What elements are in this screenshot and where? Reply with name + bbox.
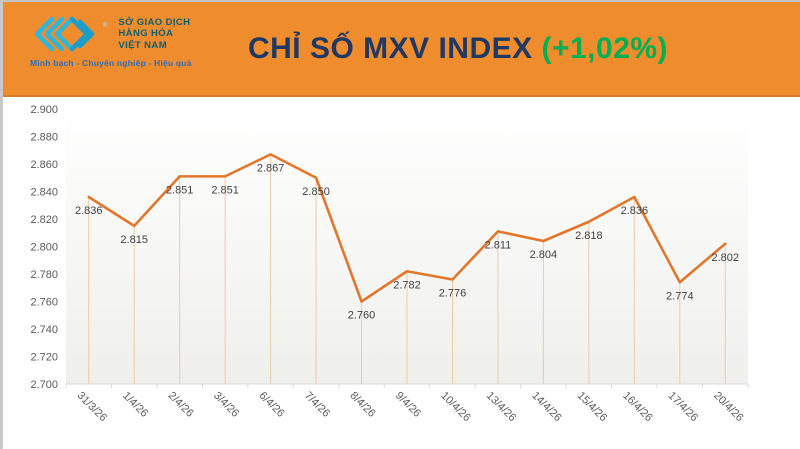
data-point-label: 2.804: [530, 249, 558, 261]
data-point-label: 2.802: [712, 252, 740, 264]
y-axis-label: 2.820: [30, 214, 58, 226]
logo-org-line: VIỆT NAM: [118, 39, 168, 51]
y-axis-label: 2.900: [30, 104, 58, 116]
left-edge-divider: [0, 0, 3, 449]
x-axis-label: 3/4/26: [211, 390, 241, 420]
index-line: [87, 153, 727, 303]
mxv-logo-mark-icon: [34, 16, 95, 52]
y-axis-label: 2.760: [30, 297, 58, 309]
y-axis-label: 2.740: [30, 324, 58, 336]
x-axis-label: 9/4/26: [393, 390, 423, 420]
data-point-label: 2.851: [211, 184, 239, 196]
data-point-label: 2.867: [257, 162, 285, 174]
x-axis-label: 20/4/26: [711, 390, 745, 424]
x-axis-label: 7/4/26: [302, 390, 332, 420]
logo-org-line: HÀNG HÓA: [118, 28, 174, 40]
data-point-label: 2.818: [575, 230, 603, 242]
data-point-label: 2.836: [621, 205, 649, 217]
x-axis-label: 6/4/26: [256, 390, 286, 420]
page-title-change-pct: (+1,02%): [541, 31, 669, 65]
x-axis-label: 13/4/26: [484, 390, 518, 424]
data-point-label: 2.850: [302, 186, 330, 198]
x-axis-label: 2/4/26: [166, 390, 196, 420]
mxv-logo: ® SỞ GIAO DỊCH HÀNG HÓA VIỆT NAM Minh bạ…: [30, 14, 260, 86]
y-axis-label: 2.700: [30, 379, 58, 391]
data-point-label: 2.811: [485, 239, 512, 251]
data-point-label: 2.836: [75, 205, 103, 217]
x-axis-label: 10/4/26: [438, 390, 472, 424]
x-axis-label: 16/4/26: [620, 390, 654, 424]
y-axis-label: 2.840: [30, 187, 58, 199]
x-axis-label: 14/4/26: [529, 390, 563, 424]
y-axis-label: 2.780: [30, 269, 58, 281]
y-axis-label: 2.720: [30, 352, 58, 364]
logo-org-name: SỞ GIAO DỊCH HÀNG HÓA VIỆT NAM: [118, 17, 190, 51]
x-axis-label: 1/4/26: [120, 390, 150, 420]
data-point-label: 2.774: [666, 290, 694, 302]
data-point-label: 2.782: [393, 279, 421, 291]
data-point-label: 2.760: [348, 310, 376, 322]
x-axis-label: 17/4/26: [666, 390, 700, 424]
data-point-label: 2.815: [120, 234, 148, 246]
y-axis-label: 2.860: [30, 159, 58, 171]
header-banner: ® SỞ GIAO DỊCH HÀNG HÓA VIỆT NAM Minh bạ…: [3, 2, 800, 97]
x-axis-label: 8/4/26: [347, 390, 377, 420]
registered-mark: ®: [103, 23, 108, 29]
top-edge-divider: [0, 0, 800, 2]
x-axis-label: 31/3/26: [75, 390, 109, 424]
page-title: CHỈ SỐ MXV INDEX (+1,02%): [248, 32, 668, 66]
logo-tagline: Minh bạch - Chuyên nghiệp - Hiệu quả: [30, 58, 192, 68]
y-axis-label: 2.800: [30, 242, 58, 254]
x-axis-label: 15/4/26: [575, 390, 609, 424]
mxv-index-chart: 2.836 2.815 2.851 2.851 2.867 2.850 2.760 2.782…: [0, 95, 800, 449]
logo-org-line: SỞ GIAO DỊCH: [118, 16, 191, 28]
data-point-label: 2.776: [439, 288, 467, 300]
line-chart-canvas: 2.836 2.815 2.851 2.851 2.867 2.850 2.760 2.782…: [30, 104, 749, 424]
data-point-label: 2.851: [166, 184, 194, 196]
y-axis-label: 2.880: [30, 132, 58, 144]
page-title-text: CHỈ SỐ MXV INDEX: [247, 31, 542, 65]
